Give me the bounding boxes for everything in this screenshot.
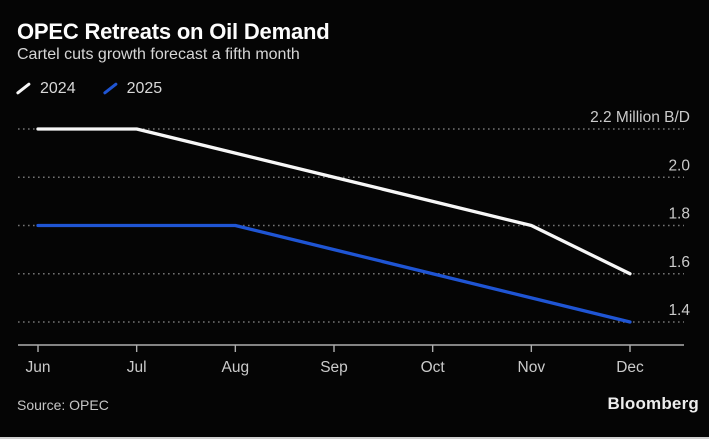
bloomberg-logo: Bloomberg xyxy=(607,394,699,413)
source-label: Source: OPEC xyxy=(17,397,109,413)
x-tick-label: Nov xyxy=(518,359,546,376)
y-tick-label: 2.2 Million B/D xyxy=(590,109,690,126)
series-line-2025 xyxy=(36,223,632,324)
x-tick-label: Dec xyxy=(616,359,644,376)
chart-title: OPEC Retreats on Oil Demand xyxy=(17,19,330,44)
y-tick-label: 2.0 xyxy=(668,157,690,174)
legend-item-2025: 2025 xyxy=(102,80,163,98)
series-line-2024 xyxy=(36,127,632,276)
x-tick-label: Aug xyxy=(222,359,250,376)
legend-label-2025: 2025 xyxy=(126,80,163,97)
legend: 2024 2025 xyxy=(15,80,162,98)
y-tick-label: 1.6 xyxy=(668,254,690,271)
x-tick-label: Oct xyxy=(421,359,446,376)
y-tick-label: 1.8 xyxy=(668,206,690,223)
x-tick-label: Jul xyxy=(127,359,147,376)
bottom-edge-strip xyxy=(0,437,709,439)
x-tick-label: Sep xyxy=(320,359,348,376)
legend-label-2024: 2024 xyxy=(40,80,76,97)
legend-item-2024: 2024 xyxy=(15,80,76,98)
y-tick-label: 1.4 xyxy=(668,302,690,319)
chart-subtitle: Cartel cuts growth forecast a fifth mont… xyxy=(17,46,300,63)
x-tick-label: Jun xyxy=(26,359,51,376)
